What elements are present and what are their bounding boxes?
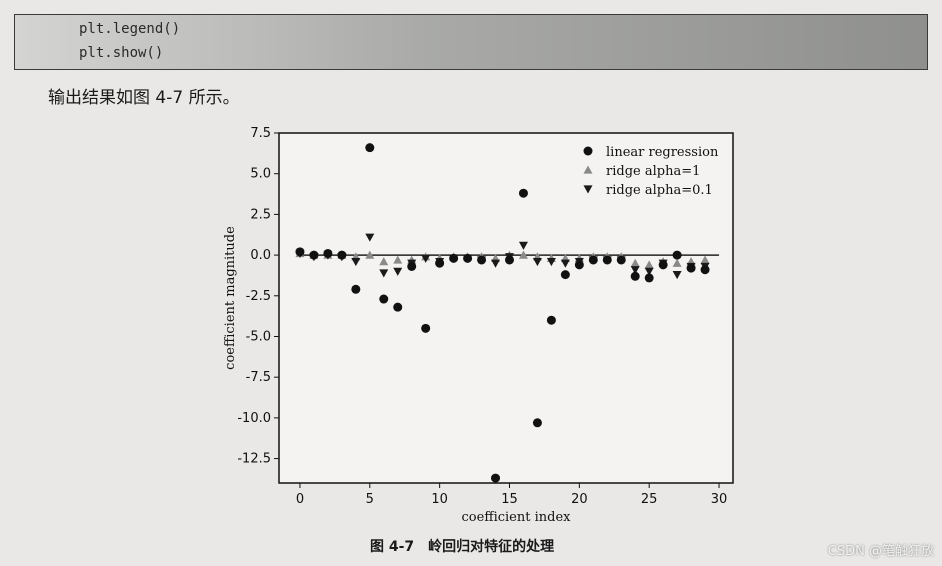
data-point-triangle-down	[421, 254, 431, 263]
data-point-triangle-down	[546, 258, 556, 267]
data-point-circle	[309, 250, 319, 260]
data-point-circle	[421, 323, 431, 333]
x-tick-label: 20	[571, 492, 588, 507]
x-tick-label: 10	[431, 492, 448, 507]
data-point-triangle-down	[532, 258, 542, 267]
y-tick-label: 2.5	[250, 207, 271, 222]
data-point-circle	[686, 263, 696, 273]
data-point-triangle-down	[630, 266, 640, 275]
legend-marker	[583, 165, 593, 174]
data-point-circle	[351, 284, 361, 294]
x-axis-label: coefficient index	[462, 510, 572, 525]
data-point-circle	[574, 260, 584, 270]
data-point-triangle-down	[379, 269, 389, 278]
data-point-circle	[393, 302, 403, 312]
data-point-circle	[588, 255, 598, 265]
data-point-circle	[323, 248, 333, 258]
data-point-circle	[616, 255, 626, 265]
data-point-triangle-down	[351, 258, 361, 267]
x-tick-label: 5	[366, 492, 374, 507]
data-point-triangle-up	[700, 255, 710, 264]
x-tick-label: 15	[501, 492, 518, 507]
data-point-circle	[477, 255, 487, 265]
data-point-circle	[337, 250, 347, 260]
legend-label: ridge alpha=1	[606, 164, 700, 179]
legend-marker	[583, 146, 593, 156]
data-point-triangle-down	[393, 267, 403, 276]
data-point-circle	[463, 253, 473, 263]
data-point-triangle-up	[365, 250, 375, 259]
y-tick-label: 5.0	[250, 167, 271, 182]
y-tick-label: 7.5	[250, 126, 271, 141]
data-point-circle	[449, 253, 459, 263]
y-tick-label: -7.5	[246, 370, 271, 385]
y-axis-label: coefficient magnitude	[223, 226, 238, 370]
y-tick-label: 0.0	[250, 248, 271, 263]
x-tick-label: 30	[711, 492, 728, 507]
plot-frame	[278, 132, 734, 484]
figure-caption: 图 4-7 岭回归对特征的处理	[370, 539, 555, 555]
data-point-circle	[658, 260, 668, 270]
legend-label: linear regression	[606, 145, 719, 160]
y-tick-label: -2.5	[246, 289, 271, 304]
data-point-triangle-up	[518, 250, 528, 259]
data-point-circle	[672, 250, 682, 260]
legend-marker	[583, 185, 593, 194]
data-point-triangle-down	[672, 271, 682, 280]
y-tick-label: -12.5	[237, 452, 271, 467]
code-block: plt.legend() plt.show()	[14, 14, 928, 70]
y-tick-label: -5.0	[246, 329, 271, 344]
data-point-triangle-down	[518, 241, 528, 250]
data-point-triangle-down	[491, 259, 501, 268]
data-point-circle	[379, 294, 389, 304]
x-tick-label: 0	[296, 492, 304, 507]
data-point-triangle-up	[644, 260, 654, 269]
x-tick-label: 25	[641, 492, 658, 507]
data-point-circle	[407, 261, 417, 271]
intro-text: 输出结果如图 4-7 所示。	[48, 88, 240, 108]
data-point-circle	[491, 473, 501, 483]
data-point-circle	[644, 273, 654, 283]
data-point-circle	[700, 265, 710, 275]
legend-label: ridge alpha=0.1	[606, 183, 713, 198]
data-point-circle	[602, 255, 612, 265]
data-point-triangle-down	[365, 233, 375, 242]
data-point-circle	[518, 188, 528, 198]
data-point-circle	[532, 418, 542, 428]
data-point-circle	[365, 143, 375, 153]
data-point-triangle-down	[644, 267, 654, 276]
data-point-triangle-down	[560, 259, 570, 268]
data-point-circle	[435, 258, 445, 268]
data-point-circle	[560, 270, 570, 280]
data-point-triangle-up	[379, 257, 389, 266]
code-line-legend: plt.legend()	[79, 21, 181, 37]
watermark: CSDN @笔触狂放	[827, 544, 934, 559]
data-point-circle	[504, 255, 514, 265]
data-point-triangle-up	[630, 258, 640, 267]
code-line-show: plt.show()	[79, 45, 164, 61]
data-point-circle	[295, 247, 305, 257]
data-point-circle	[630, 271, 640, 281]
y-tick-label: -10.0	[237, 411, 271, 426]
data-point-triangle-up	[672, 258, 682, 267]
data-point-triangle-up	[393, 255, 403, 264]
data-point-circle	[546, 315, 556, 325]
